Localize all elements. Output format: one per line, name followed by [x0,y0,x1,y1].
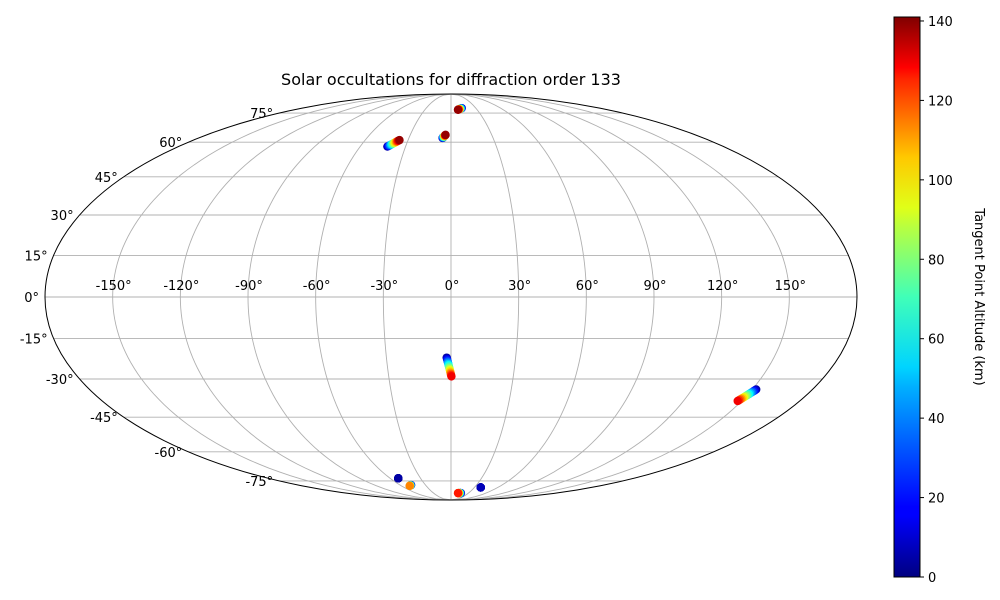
longitude-tick-label: 120° [707,279,738,294]
longitude-tick-label: 90° [643,279,666,294]
longitude-tick-label: 150° [775,279,806,294]
occultation-point [395,135,404,145]
colorbar-tick-label: 0 [928,571,936,586]
occultation-point [394,474,403,483]
colorbar-tick-label: 40 [928,412,945,427]
latitude-tick-labels: 75° 60° 45° 30° 15° 0° -15° -30° -45° -60° -75° [20,107,273,490]
latitude-tick-label: 30° [51,209,74,224]
latitude-tick-label: 15° [25,249,48,264]
latitude-tick-label: -75° [245,475,273,490]
latitude-tick-label: 75° [250,107,273,122]
longitude-tick-label: 60° [576,279,599,294]
colorbar-tick-label: 80 [928,253,945,268]
map-boundary [44,93,858,501]
longitude-tick-label: -30° [370,279,398,294]
colorbar-ticks: 0 20 40 60 80 100 120 140 [920,15,953,586]
occultation-point [476,483,485,492]
colorbar-tick-label: 60 [928,333,945,348]
latitude-tick-label: -15° [20,333,48,348]
map-grid [45,94,857,500]
longitude-tick-label: -60° [303,279,331,294]
longitude-tick-label: -150° [96,279,132,294]
latitude-tick-label: -60° [155,446,183,461]
latitude-tick-label: 45° [95,171,118,186]
colorbar-tick-label: 20 [928,492,945,507]
occultation-point [405,481,414,491]
occultation-point [733,396,742,406]
occultation-point [447,372,456,381]
longitude-tick-label: 30° [508,279,531,294]
chart-title: Solar occultations for diffraction order… [281,70,621,89]
occultation-point [453,105,463,114]
longitude-tick-label: -90° [235,279,263,294]
colorbar-tick-label: 100 [928,174,953,189]
colorbar [893,16,921,578]
latitude-tick-label: -45° [90,411,118,426]
occultation-point [441,130,450,140]
occultation-point [453,488,463,498]
colorbar-tick-label: 120 [928,94,953,109]
colorbar-tick-label: 140 [928,15,953,30]
occultation-points [383,103,761,498]
longitude-tick-labels: -150° -120° -90° -60° -30° 0° 30° 60° 90° 120° 150… [96,279,806,294]
colorbar-label: Tangent Point Altitude (km) [971,207,986,385]
latitude-tick-label: 0° [24,291,39,306]
latitude-tick-label: -30° [46,373,74,388]
longitude-tick-label: -120° [163,279,199,294]
longitude-tick-label: 0° [445,279,460,294]
latitude-tick-label: 60° [159,136,182,151]
